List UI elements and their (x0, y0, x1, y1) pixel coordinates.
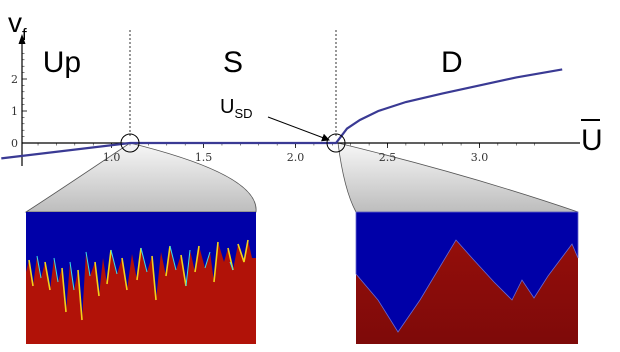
y-tick-label: 0 (11, 137, 18, 150)
inset-s-regime-cyan-edges (36, 245, 234, 291)
series-line-vf (1, 68, 563, 160)
y-axis-arrow-icon (18, 34, 26, 44)
y-tick-label: 1 (11, 105, 18, 118)
region-label: Up (43, 46, 81, 79)
right-inset-cone (337, 142, 579, 213)
inset-s-regime-blue-fingers (26, 212, 256, 320)
usd-annotation: USD (220, 96, 253, 121)
transition-point-circle (120, 133, 140, 153)
inset-d-regime-blue-region (355, 211, 579, 333)
y-axis-title: vf (8, 7, 27, 44)
y-axis-title-main: v (8, 7, 22, 38)
usd-annotation-sub: SD (234, 106, 252, 121)
y-ticks: 0 1 2 (11, 53, 27, 150)
inset-s-regime-yellow-edges (28, 239, 249, 321)
region-labels: Up S D (43, 46, 463, 79)
x-tick-label: 1.5 (195, 151, 213, 164)
x-tick-label: 3.0 (471, 151, 489, 164)
transition-markers (120, 133, 346, 153)
x-axis-title-main: U (581, 124, 603, 157)
usd-annotation-main: U (220, 96, 234, 118)
inset-s-regime (26, 212, 256, 344)
left-inset-cone (24, 142, 257, 213)
usd-annotation-arrow (267, 116, 330, 142)
y-tick-label: 2 (11, 73, 18, 86)
region-label: D (441, 46, 463, 79)
inset-d-regime (355, 211, 579, 344)
region-label: S (223, 46, 243, 79)
transition-point-circle (326, 133, 346, 153)
y-axis-title-sub: f (22, 25, 27, 44)
x-axis-title: U (581, 124, 603, 157)
x-tick-label: 1.0 (103, 151, 121, 164)
x-tick-label: 2.0 (287, 151, 305, 164)
x-tick-label: 2.5 (379, 151, 397, 164)
